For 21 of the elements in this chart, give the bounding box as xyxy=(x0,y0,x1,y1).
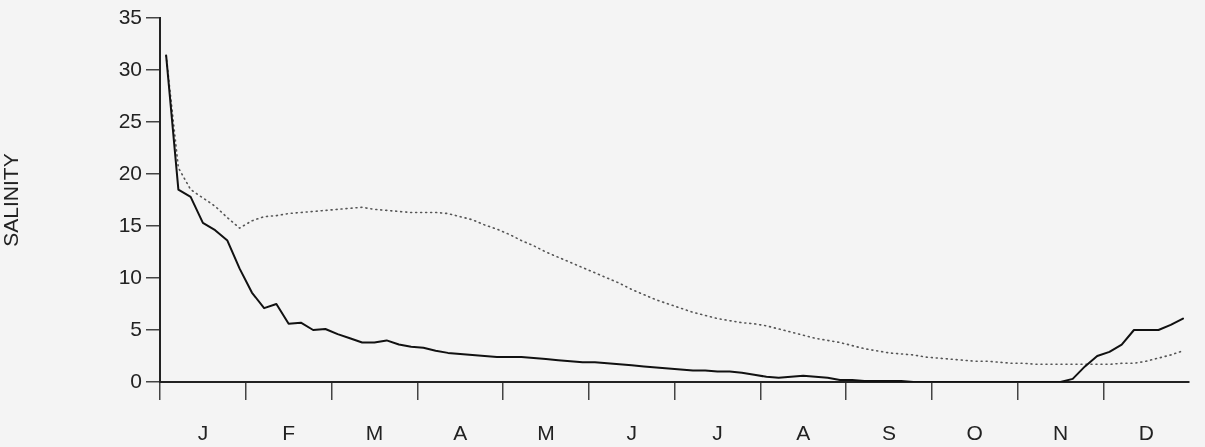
x-tick-label: A xyxy=(453,421,468,445)
y-tick-label: 10 xyxy=(118,264,142,288)
y-tick-label: 0 xyxy=(130,368,142,392)
y-tick-label: 20 xyxy=(118,160,142,184)
y-tick-label: 30 xyxy=(118,56,142,80)
x-tick-label: N xyxy=(1052,421,1069,445)
x-tick-label: J xyxy=(197,421,209,445)
x-tick-label: O xyxy=(966,421,983,445)
x-tick-label: M xyxy=(365,421,384,445)
x-tick-label: D xyxy=(1138,421,1154,445)
x-tick-label: S xyxy=(881,421,896,445)
x-tick-label: J xyxy=(626,421,637,445)
y-tick-label: 25 xyxy=(118,108,142,132)
y-axis-title: SALINITY xyxy=(0,153,23,247)
y-tick-label: 35 xyxy=(118,4,142,28)
x-tick-label: A xyxy=(796,421,811,445)
x-tick-label: J xyxy=(712,421,723,445)
y-tick-label: 15 xyxy=(118,212,142,236)
x-tick-label: F xyxy=(282,421,296,445)
y-tick-label: 5 xyxy=(130,316,142,340)
x-tick-label: M xyxy=(537,421,555,445)
